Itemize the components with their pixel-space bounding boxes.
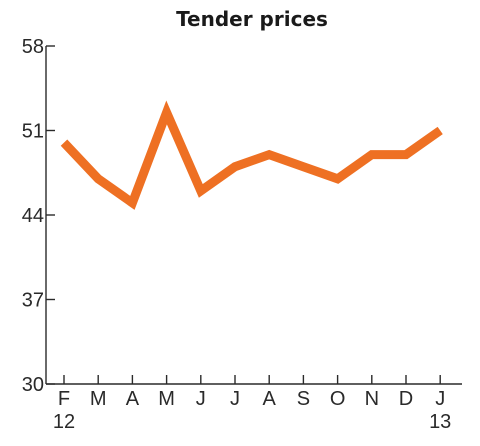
- y-tick-label: 37: [22, 290, 44, 312]
- x-tick-label: M: [158, 388, 175, 410]
- chart-title: Tender prices: [176, 7, 328, 31]
- y-tick-label: 30: [22, 374, 44, 396]
- x-year-label: 13: [429, 411, 451, 433]
- x-tick-label: A: [263, 388, 277, 410]
- x-tick-label: N: [365, 388, 379, 410]
- x-tick-label: A: [126, 388, 140, 410]
- y-tick-label: 44: [22, 205, 44, 227]
- x-tick-label: D: [399, 388, 413, 410]
- x-tick-label: J: [196, 388, 206, 410]
- x-year-label: 12: [53, 411, 75, 433]
- x-tick-label: J: [230, 388, 240, 410]
- x-tick-label: M: [90, 388, 107, 410]
- y-tick-label: 58: [22, 36, 44, 58]
- series-group: [60, 100, 443, 210]
- y-tick-label: 51: [22, 121, 44, 143]
- series-line: [60, 100, 443, 210]
- x-tick-label: O: [330, 388, 346, 410]
- x-tick-label: J: [435, 388, 445, 410]
- x-tick-label: S: [297, 388, 310, 410]
- x-tick-label: F: [58, 388, 70, 410]
